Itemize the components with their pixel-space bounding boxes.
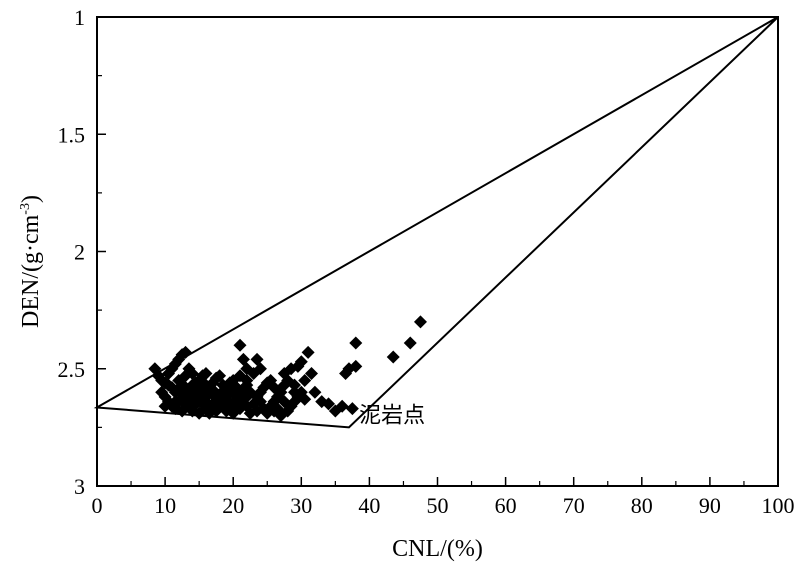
data-point [233,338,247,352]
data-point [349,359,363,373]
y-tick-label: 2.5 [58,357,86,382]
data-point [179,345,193,359]
data-point [287,385,301,399]
y-tick-label: 3 [74,474,85,499]
mudstone-triangle [93,16,779,429]
mudstone-point-label: 泥岩点 [359,404,425,429]
data-point [386,350,400,364]
data-point [158,399,172,413]
x-tick-label: 100 [762,493,795,518]
triangle-outline [93,16,779,429]
y-axis-title-close: ) [18,195,44,203]
x-tick-label: 50 [427,493,449,518]
scatter-points [148,315,427,423]
data-point [305,366,319,380]
y-tick-label: 1.5 [58,122,86,147]
data-point [345,402,359,416]
x-tick-label: 80 [631,493,653,518]
data-point [403,336,417,350]
data-point [270,402,284,416]
data-point [294,355,308,369]
y-axis-title-superscript: -3 [18,203,33,215]
data-point [243,385,257,399]
data-point [189,385,203,399]
data-point [298,392,312,406]
data-point [308,385,322,399]
data-point [175,388,189,402]
x-tick-label: 40 [358,493,380,518]
data-point [287,378,301,392]
data-point [277,395,291,409]
x-tick-label: 0 [92,493,103,518]
data-point [196,397,210,411]
data-point [240,373,254,387]
data-point [230,381,244,395]
data-point [168,395,182,409]
x-tick-label: 30 [290,493,312,518]
data-point [253,395,267,409]
data-point [253,362,267,376]
data-point [349,336,363,350]
x-tick-label: 70 [563,493,585,518]
data-point [216,378,230,392]
x-tick-label: 20 [222,493,244,518]
x-tick-label: 90 [699,493,721,518]
data-point [264,373,278,387]
data-point [199,366,213,380]
data-point [162,378,176,392]
y-axis-title: DEN/(g·cm-3) [18,195,44,328]
y-tick-label: 2 [74,240,85,265]
data-point [335,399,349,413]
x-axis: 0 10 20 30 40 50 60 70 80 90 100 [92,477,795,518]
y-axis: 1 1.5 2 2.5 3 [58,5,106,499]
data-point [301,345,315,359]
data-point [322,397,336,411]
x-tick-label: 10 [154,493,176,518]
data-point [413,315,427,329]
y-tick-label: 1 [74,5,85,30]
data-point [240,362,254,376]
x-axis-title: CNL/(%) [392,536,483,562]
data-point [298,373,312,387]
data-point [209,390,223,404]
x-tick-label: 60 [495,493,517,518]
